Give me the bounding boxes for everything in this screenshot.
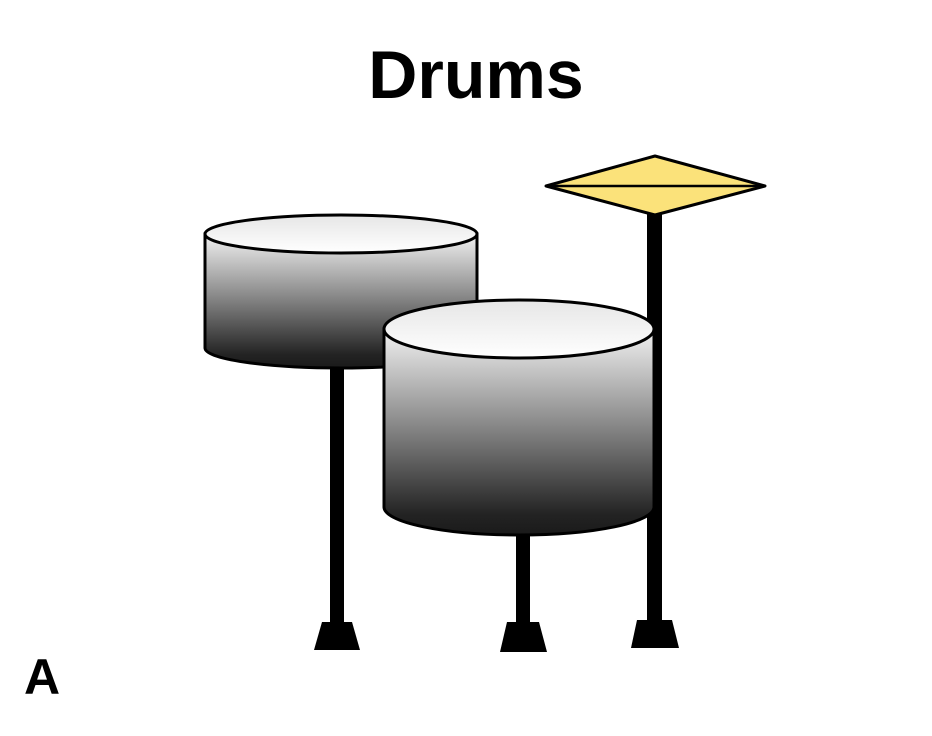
left-drum-stand — [314, 355, 360, 650]
floor-tom-drum-icon — [382, 298, 656, 537]
crash-cymbal-icon — [544, 154, 767, 217]
page-title: Drums — [368, 37, 584, 113]
panel-label: A — [24, 649, 61, 705]
middle-drum-stand — [500, 520, 547, 652]
